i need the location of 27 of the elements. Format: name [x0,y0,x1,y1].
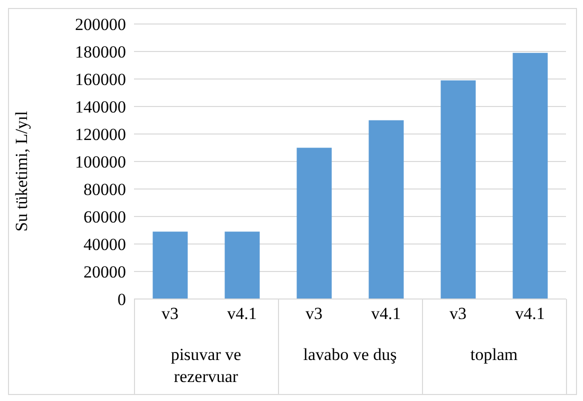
y-tick-label: 140000 [75,98,126,117]
y-tick-label: 160000 [75,70,126,90]
text: toplam [469,344,519,366]
bar [224,232,260,299]
x-tick-label: v3 [306,304,322,324]
x-tick-label: v3 [162,304,178,324]
x-tick-label: v4.1 [227,304,257,324]
y-tick-label: 60000 [84,208,126,227]
y-tick-label: 20000 [84,262,126,282]
bar [512,52,548,299]
y-tick-label: 0 [118,290,126,310]
text: pisuvar ve rezervuar [170,344,242,388]
x-tick-label: v4.1 [371,304,401,324]
x-tick-label: v3 [450,304,466,324]
y-tick-label: 80000 [84,180,126,200]
y-tick-label: 180000 [75,42,126,62]
y-tick-label: 100000 [75,152,126,172]
y-tick-label: 200000 [75,15,126,34]
y-tick-label: 120000 [75,125,126,144]
bar [440,80,476,299]
y-tick-label: 40000 [84,235,126,254]
text: lavabo ve duş [302,344,398,366]
y-axis-title: Su tüketimi, L/yıl [12,110,32,232]
bar [152,232,188,299]
bar [368,120,404,299]
bar [296,148,332,299]
x-tick-label: v4.1 [515,304,545,324]
